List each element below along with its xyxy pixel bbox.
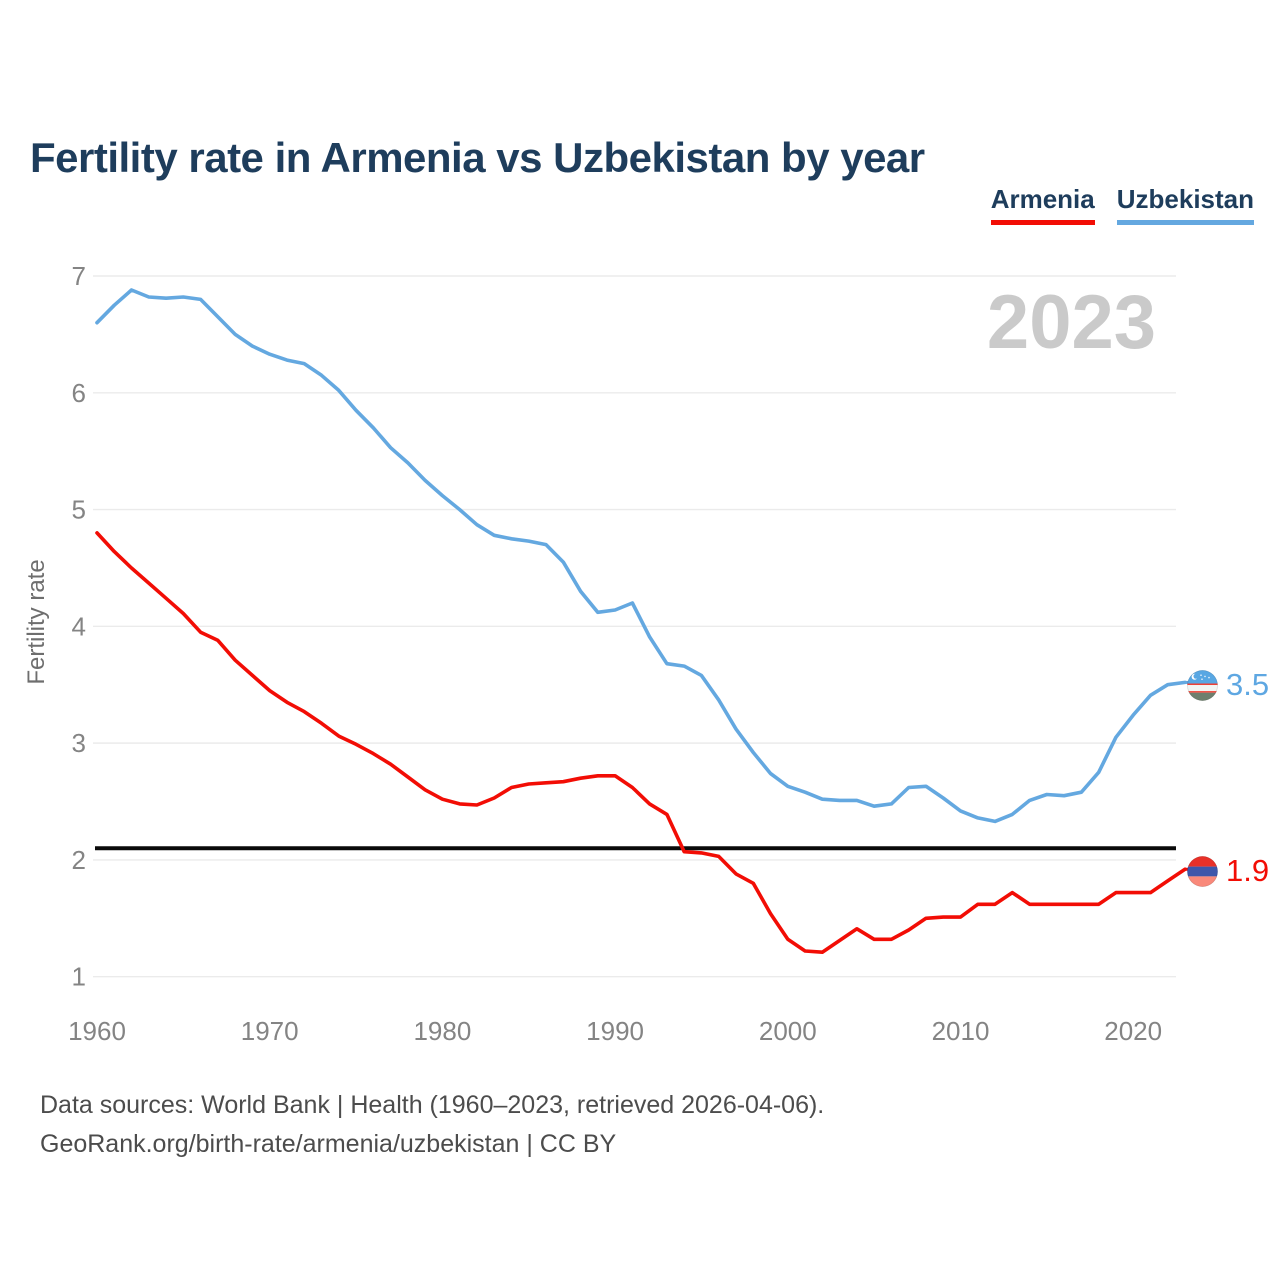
uzbekistan-end-value: 3.5 [1226,667,1270,702]
armenia-flag-icon [1187,855,1218,887]
y-tick-label: 5 [72,495,86,525]
x-tick-label: 2000 [759,1016,817,1046]
uzbekistan-flag-icon [1187,669,1218,701]
x-tick-label: 1980 [413,1016,471,1046]
x-tick-label: 1990 [586,1016,644,1046]
y-tick-label: 3 [72,728,86,758]
y-tick-label: 2 [72,845,86,875]
y-tick-label: 4 [72,611,86,641]
uzbekistan-line [95,288,1187,824]
uzbekistan-end-label: 3.5 [1187,667,1269,703]
legend: Armenia Uzbekistan [990,184,1254,225]
y-axis-title: Fertility rate [23,559,50,684]
y-tick-label: 1 [72,962,86,992]
x-tick-label: 2020 [1104,1016,1162,1046]
armenia-end-label: 1.9 [1187,853,1269,889]
footer-sources: Data sources: World Bank | Health (1960–… [40,1091,825,1119]
footer-attribution: GeoRank.org/birth-rate/armenia/uzbekista… [40,1130,617,1158]
x-tick-label: 2010 [932,1016,990,1046]
page-title: Fertility rate in Armenia vs Uzbekistan … [30,134,925,182]
armenia-line [95,531,1187,955]
y-tick-label: 6 [72,378,86,408]
legend-item-armenia[interactable]: Armenia [990,184,1095,225]
x-tick-label: 1970 [241,1016,299,1046]
legend-item-uzbekistan[interactable]: Uzbekistan [1116,184,1254,225]
armenia-end-value: 1.9 [1226,853,1270,888]
x-tick-label: 1960 [68,1016,126,1046]
footer: Data sources: World Bank | Health (1960–… [40,1086,824,1164]
year-watermark: 2023 [987,280,1156,365]
y-tick-label: 7 [72,261,86,291]
